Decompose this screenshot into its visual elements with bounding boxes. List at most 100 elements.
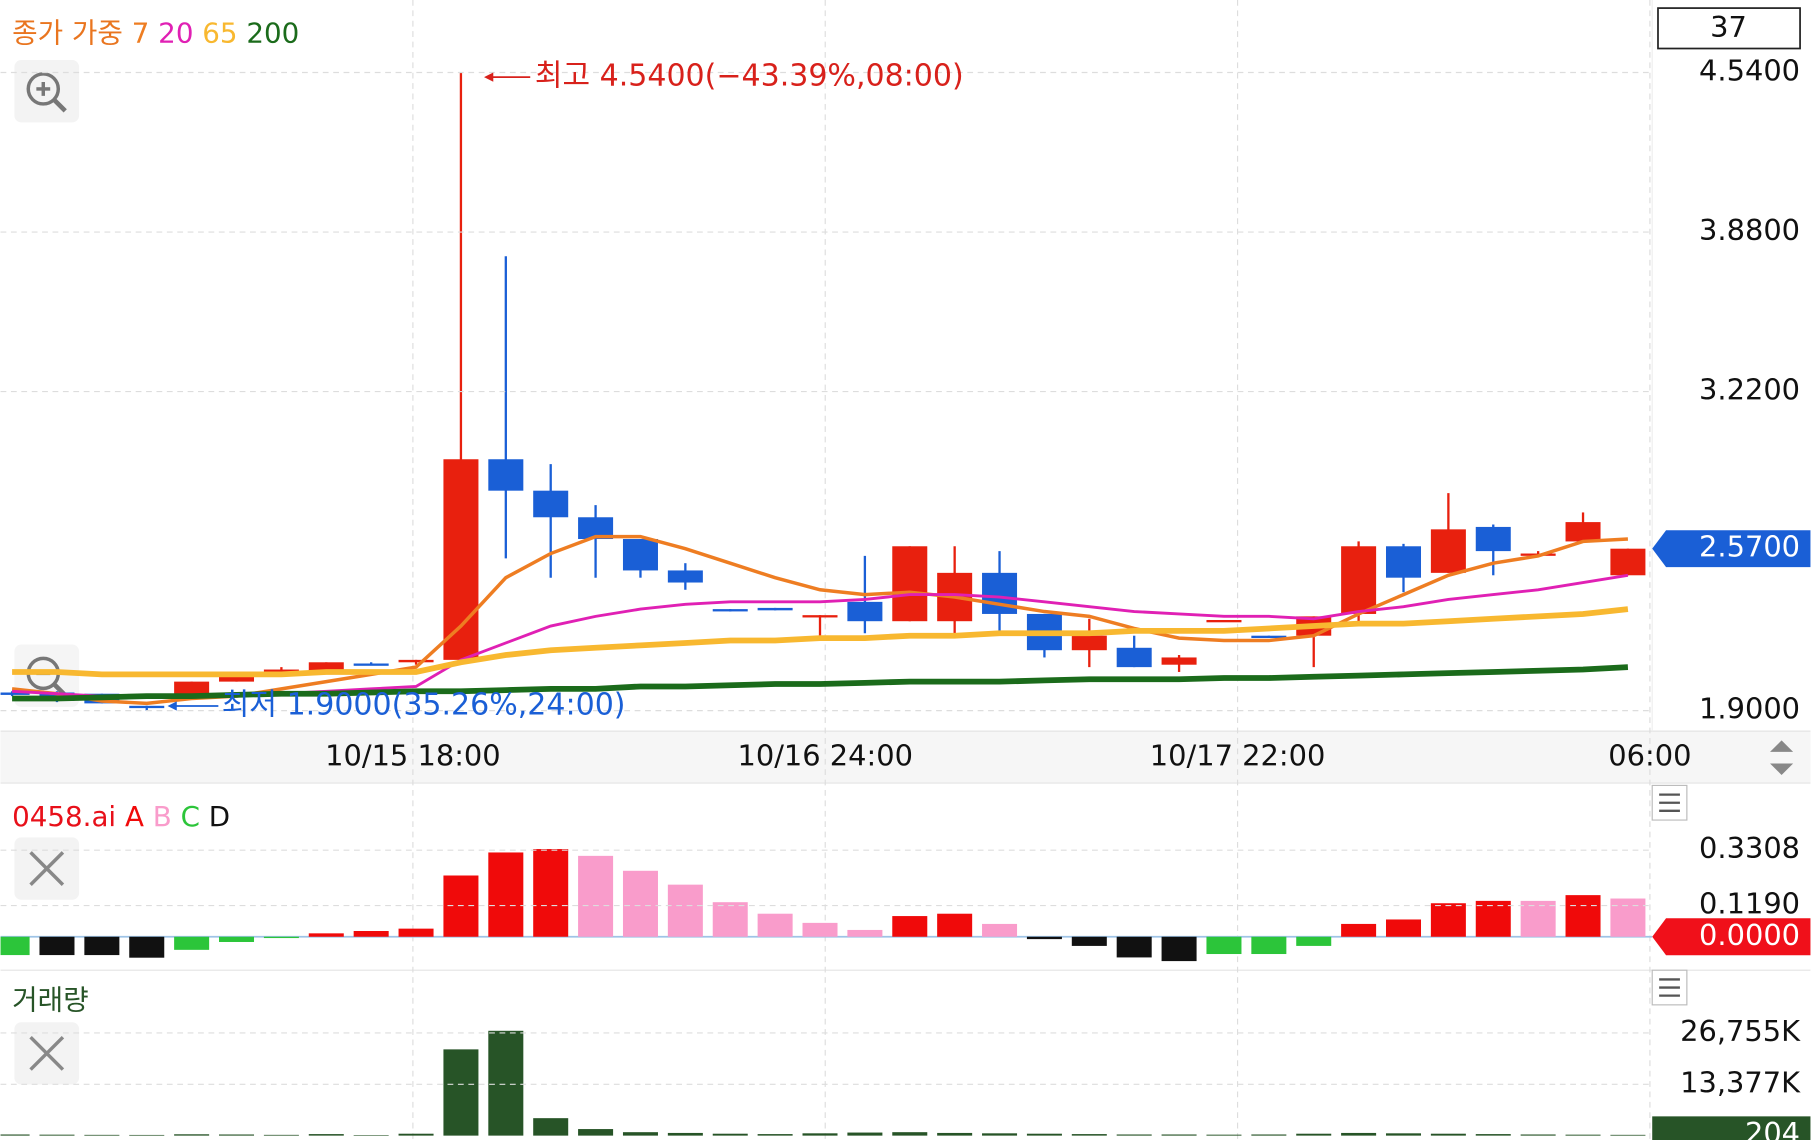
y-tick-label: 13,377K [1680,1065,1801,1099]
candle-body [1475,526,1511,552]
candle-body [1206,619,1242,623]
bar [129,936,165,958]
bar [1116,936,1152,958]
candle-body [712,609,748,612]
bar [712,902,748,937]
indicator-menu-button[interactable] [1651,784,1688,821]
bar [353,930,389,937]
y-tick-label: 26,755K [1680,1014,1801,1048]
bar [1565,895,1601,937]
y-tick-label: 1.9000 [1699,692,1800,726]
bar [1071,936,1107,946]
bar [847,929,883,937]
candle-body [757,607,793,611]
bar [174,1134,210,1136]
bar [398,928,434,937]
bar [353,1135,389,1136]
candle-body [488,459,524,491]
bar [1385,1133,1422,1136]
close-indicator-button[interactable] [14,837,80,900]
candle-body [802,615,838,618]
bar [802,1133,838,1136]
value-tag [1652,530,1811,568]
y-tick-label: 3.8800 [1699,213,1800,247]
candle-body [263,669,299,672]
value-tag-label: 2.5700 [1699,530,1800,564]
bar [1475,900,1511,937]
y-tick-label: 0.3308 [1699,831,1800,865]
zoom-in-button[interactable] [14,60,80,123]
value-tag [1652,1116,1811,1140]
bar [1610,898,1646,937]
bar [1296,1133,1332,1136]
legend-entry: 65 [202,17,237,50]
x-tick-label: 10/15 18:00 [325,739,501,773]
bar [1430,903,1466,937]
bar [1475,1134,1511,1136]
bar [39,936,75,956]
candle-body [1251,635,1287,639]
bar [982,1133,1018,1136]
bar [622,1132,658,1136]
close-volume-button[interactable] [14,1022,80,1085]
x-tick-label: 10/17 22:00 [1150,739,1326,773]
legend-entry: 7 [132,17,150,50]
bar [712,1133,748,1136]
bar [1565,1134,1601,1136]
volume-menu-button[interactable] [1651,969,1688,1006]
bar [1520,1134,1556,1136]
bar [757,1134,793,1136]
bar [84,1134,120,1136]
bar [982,923,1018,937]
candle-body [1430,529,1466,573]
bar [174,936,210,950]
candle-body [1565,522,1601,542]
annotation-high: 최고 4.5400(−43.39%,08:00) [535,59,964,94]
bar [847,1132,883,1136]
legend-entry: 0458.ai [12,800,116,833]
counter-box [1657,7,1801,50]
panel [0,849,1653,962]
bar [892,916,928,937]
bar [1341,1132,1377,1136]
value-tag-label: 0.0000 [1699,918,1800,952]
bar [488,852,524,937]
bar [578,855,614,937]
bar [1026,1133,1062,1136]
bar [1026,936,1062,940]
candle-body [892,546,928,622]
bar [308,1134,344,1136]
candle-body [533,490,569,518]
bar [892,1132,928,1136]
bar [622,870,658,937]
candle-body [219,674,255,682]
legend-entry: 20 [158,17,193,50]
ma-line [12,664,1629,702]
bar [84,936,120,956]
value-tag-label: 204 [1745,1116,1800,1140]
annotation-low: 최저 1.9000(35.26%,24:00) [222,688,626,723]
candle-body [578,517,614,540]
candle-body [1116,647,1152,668]
x-tick-label: 10/16 24:00 [737,739,913,773]
bar [1206,1134,1242,1136]
candle-body [398,659,434,663]
candle-body [1610,548,1646,576]
bar [757,913,793,937]
candle-body [129,705,165,709]
bar [398,1133,434,1136]
bar [1296,936,1332,946]
panel [0,72,1646,711]
legend-entry: B [153,800,172,833]
candle-body [353,663,389,666]
ma-line [11,534,1629,706]
candle-body [1071,635,1107,651]
bar [667,884,703,937]
annotation-arrowhead [167,701,177,711]
bar [937,913,973,937]
candle-body [0,692,30,695]
bar [1116,1134,1152,1136]
candle-body [308,662,344,672]
scale-scroll-button[interactable] [1758,734,1805,781]
